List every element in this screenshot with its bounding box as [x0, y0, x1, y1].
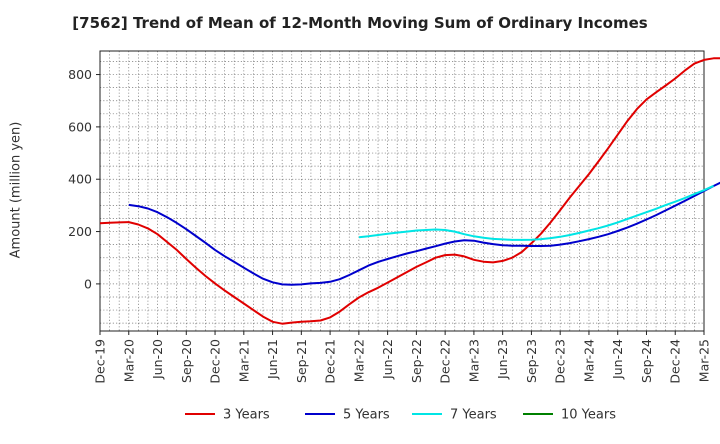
x-tick-label: Jun-24 [610, 339, 625, 380]
x-tick-label: Dec-23 [553, 339, 568, 384]
legend: 3 Years 5 Years 7 Years 10 Years [185, 408, 616, 423]
x-tick-label: Sep-23 [524, 339, 539, 383]
series-line-5-years [128, 181, 720, 286]
x-tick-label: Dec-22 [438, 339, 453, 384]
legend-label: 10 Years [561, 408, 616, 423]
x-tick-label: Dec-20 [208, 339, 223, 384]
chart-title: [7562] Trend of Mean of 12-Month Moving … [72, 14, 648, 32]
x-tick-label: Jun-23 [495, 339, 510, 380]
grid-layer [100, 51, 704, 331]
y-tick-label: 800 [68, 67, 92, 82]
legend-label: 7 Years [450, 408, 497, 423]
legend-item: 10 Years [523, 408, 616, 423]
plot-background [100, 51, 704, 331]
x-tick-label: Dec-21 [323, 339, 338, 384]
x-tick-label: Mar-20 [121, 339, 136, 382]
x-tick-label: Mar-23 [466, 339, 481, 382]
y-tick-label: 400 [68, 172, 92, 187]
x-tick-label: Jun-21 [265, 339, 280, 380]
y-tick-label: 600 [68, 119, 92, 134]
legend-item: 5 Years [305, 408, 390, 423]
x-tick-label: Mar-24 [581, 339, 596, 382]
x-tick-label: Sep-20 [179, 339, 194, 383]
x-tick-label: Jun-22 [380, 339, 395, 380]
legend-label: 3 Years [223, 408, 270, 423]
x-tick-label: Dec-24 [668, 339, 683, 384]
y-tick-label: 200 [68, 224, 92, 239]
legend-item: 3 Years [185, 408, 270, 423]
y-axis-label: Amount (million yen) [8, 121, 24, 259]
x-tick-label: Sep-24 [639, 339, 654, 383]
x-tick-label: Mar-25 [697, 339, 712, 382]
x-tick-label: Mar-22 [351, 339, 366, 382]
axis-layer: 0 200 400 600 800 Dec-19 Mar-20 Jun-20 Sep-20 Dec… [68, 50, 712, 384]
x-tick-label: Sep-21 [294, 339, 309, 383]
series-line-7-years [358, 184, 715, 241]
legend-item: 7 Years [412, 408, 497, 423]
x-tick-label: Dec-19 [93, 339, 108, 384]
x-tick-label: Mar-21 [236, 339, 251, 382]
legend-label: 5 Years [343, 408, 390, 423]
series-line-3-years [99, 57, 720, 325]
y-tick-label: 0 [84, 276, 92, 291]
series-layer [99, 57, 720, 325]
x-tick-label: Jun-20 [150, 339, 165, 380]
x-tick-label: Sep-22 [409, 339, 424, 383]
